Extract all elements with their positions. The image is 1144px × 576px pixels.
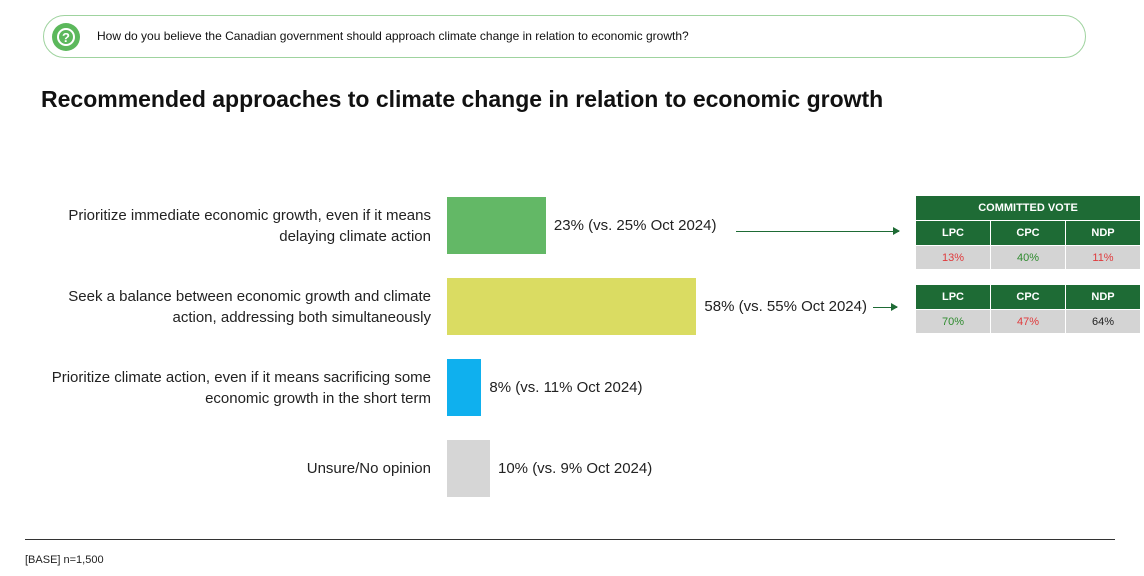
party-value: 64%: [1065, 309, 1141, 334]
question-icon: ?: [52, 23, 80, 51]
party-value: 47%: [990, 309, 1066, 334]
party-header: NDP: [1065, 284, 1141, 310]
category-label-line: action, addressing both simultaneously: [172, 308, 432, 326]
bar: [447, 359, 482, 416]
party-header: LPC: [915, 284, 991, 310]
category-label: Prioritize immediate economic growth, ev…: [11, 205, 431, 247]
arrow-row-2: [873, 303, 898, 311]
bar: [447, 197, 546, 254]
arrow-row-1: [736, 227, 900, 235]
party-value: 70%: [915, 309, 991, 334]
category-label-line: Seek a balance between economic growth a…: [68, 287, 431, 305]
question-box: [43, 15, 1086, 58]
base-note: [BASE] n=1,500: [25, 554, 104, 566]
category-label-line: economic growth in the short term: [205, 389, 431, 407]
data-label: 8% (vs. 11% Oct 2024): [489, 378, 643, 396]
committed-vote-table-1: COMMITTED VOTE LPC CPC NDP 13% 40% 11%: [915, 195, 1141, 270]
chart-title: Recommended approaches to climate change…: [41, 86, 884, 112]
bar: [447, 440, 490, 497]
category-label: Prioritize climate action, even if it me…: [11, 367, 431, 409]
category-label-line: Unsure/No opinion: [306, 460, 431, 477]
party-header: CPC: [990, 220, 1066, 246]
data-label: 58% (vs. 55% Oct 2024): [704, 297, 867, 315]
party-value: 13%: [915, 245, 991, 270]
category-label: Unsure/No opinion: [11, 458, 431, 479]
category-label-line: Prioritize climate action, even if it me…: [51, 368, 431, 386]
data-label: 23% (vs. 25% Oct 2024): [553, 216, 717, 234]
committed-vote-table-2: LPC CPC NDP 70% 47% 64%: [915, 284, 1141, 334]
category-label-line: delaying climate action: [279, 227, 431, 245]
committed-vote-title: COMMITTED VOTE: [915, 195, 1141, 221]
party-header: NDP: [1065, 220, 1141, 246]
category-label: Seek a balance between economic growth a…: [11, 286, 431, 328]
party-value: 11%: [1065, 245, 1141, 270]
party-value: 40%: [990, 245, 1066, 270]
footer-divider: [25, 539, 1115, 540]
category-label-line: Prioritize immediate economic growth, ev…: [68, 206, 431, 224]
data-label: 10% (vs. 9% Oct 2024): [498, 459, 653, 477]
bar: [447, 278, 697, 335]
question-text: How do you believe the Canadian governme…: [97, 29, 689, 43]
party-header: CPC: [990, 284, 1066, 310]
party-header: LPC: [915, 220, 991, 246]
